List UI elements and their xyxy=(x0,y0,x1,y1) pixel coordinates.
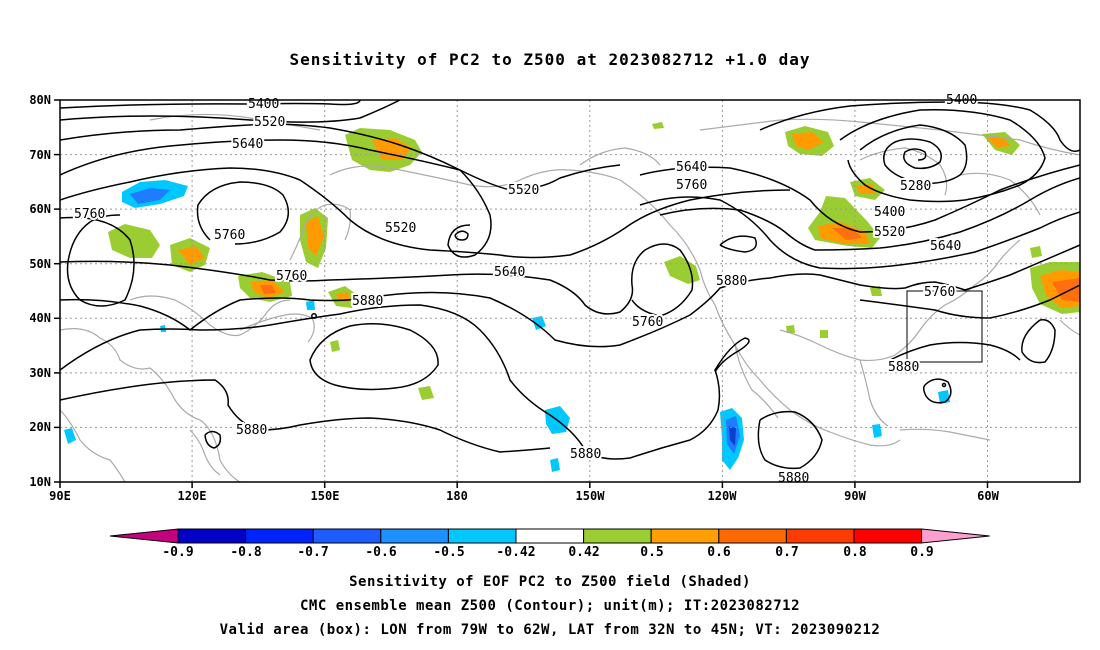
colorbar-segment xyxy=(718,528,787,544)
contour-label: 5760 xyxy=(676,178,707,193)
contour-label: 5880 xyxy=(716,274,747,289)
colorbar-label: -0.6 xyxy=(365,545,396,560)
caption-contour: CMC ensemble mean Z500 (Contour); unit(m… xyxy=(299,598,800,614)
contour-label: 5760 xyxy=(74,207,105,222)
lat-tick-label: 40N xyxy=(29,311,51,325)
contour-label: 5280 xyxy=(900,179,931,194)
contour-label: 5880 xyxy=(236,423,267,438)
lat-tick-label: 50N xyxy=(29,257,51,271)
colorbar-segment xyxy=(447,528,517,544)
lat-tick-label: 20N xyxy=(29,420,51,434)
contour-label: 5760 xyxy=(276,269,307,284)
contour-label: 5760 xyxy=(632,315,663,330)
lon-tick-label: 60W xyxy=(977,489,999,503)
lon-tick-label: 90W xyxy=(844,489,866,503)
lat-tick-label: 70N xyxy=(29,148,51,162)
lon-tick-label: 150W xyxy=(576,489,606,503)
valid-area-box xyxy=(906,290,983,363)
colorbar-segment xyxy=(515,528,585,544)
contour-label: 5880 xyxy=(352,294,383,309)
coastlines xyxy=(60,113,1080,482)
axis-ticks xyxy=(54,99,989,488)
colorbar-label: -0.42 xyxy=(496,545,535,560)
contour-label: 5880 xyxy=(570,447,601,462)
colorbar-label: -0.7 xyxy=(297,545,328,560)
positive-shading xyxy=(108,122,1080,400)
lat-tick-label: 10N xyxy=(29,475,51,489)
contour-labels: 5400 5520 5640 5760 5520 5520 5640 5760 … xyxy=(72,91,979,488)
contour-label: 5640 xyxy=(494,265,525,280)
lon-tick-label: 150E xyxy=(311,489,340,503)
colorbar-labels: -0.9 -0.8 -0.7 -0.6 -0.5 -0.42 0.42 0.5 … xyxy=(162,545,933,560)
colorbar-segment xyxy=(785,528,855,544)
colorbar-segment xyxy=(312,528,382,544)
colorbar-label: -0.9 xyxy=(162,545,193,560)
contour-label: 5640 xyxy=(930,239,961,254)
contour-label: 5520 xyxy=(385,221,416,236)
lon-tick-label: 120E xyxy=(178,489,207,503)
map-title: Sensitivity of PC2 to Z500 at 2023082712… xyxy=(289,50,811,69)
colorbar-label: 0.6 xyxy=(707,545,731,560)
contour-label: 5760 xyxy=(924,285,955,300)
colorbar-label: 0.42 xyxy=(568,545,599,560)
colorbar xyxy=(109,528,990,544)
longitude-axis: 90E 120E 150E 180 150W 120W 90W 60W xyxy=(49,489,999,503)
colorbar-label: 0.8 xyxy=(843,545,867,560)
contour-label: 5520 xyxy=(254,115,285,130)
colorbar-label: 0.5 xyxy=(640,545,663,560)
contour-label: 5640 xyxy=(676,160,707,175)
lon-tick-label: 180 xyxy=(446,489,468,503)
grid-lines xyxy=(60,100,1080,482)
lat-tick-label: 60N xyxy=(29,202,51,216)
lon-tick-label: 90E xyxy=(49,489,71,503)
colorbar-arrow-left xyxy=(109,528,179,544)
contour-label: 5880 xyxy=(888,360,919,375)
lat-tick-label: 30N xyxy=(29,366,51,380)
colorbar-label: -0.5 xyxy=(433,545,464,560)
lat-tick-label: 80N xyxy=(29,93,51,107)
colorbar-label: 0.9 xyxy=(910,545,933,560)
shading-layer xyxy=(64,122,1080,472)
colorbar-label: -0.8 xyxy=(230,545,261,560)
colorbar-segment xyxy=(177,528,247,544)
lon-tick-label: 120W xyxy=(708,489,738,503)
colorbar-segment xyxy=(650,528,720,544)
colorbar-segment xyxy=(583,528,652,544)
plot-frame xyxy=(59,99,1081,483)
colorbar-segment xyxy=(853,528,923,544)
latitude-axis: 80N 70N 60N 50N 40N 30N 20N 10N xyxy=(29,93,51,489)
contour-label: 5760 xyxy=(214,228,245,243)
colorbar-arrow-right xyxy=(921,528,990,544)
colorbar-segment xyxy=(245,528,314,544)
colorbar-label: 0.7 xyxy=(775,545,798,560)
contour-label: 5640 xyxy=(232,137,263,152)
contour-label: 5520 xyxy=(874,225,905,240)
contour-label: 5400 xyxy=(874,205,905,220)
z500-contours xyxy=(60,100,1080,470)
contour-label: 5880 xyxy=(778,471,809,486)
caption-valid-area: Valid area (box): LON from 79W to 62W, L… xyxy=(219,622,881,638)
colorbar-segment xyxy=(380,528,449,544)
caption-shading: Sensitivity of EOF PC2 to Z500 field (Sh… xyxy=(349,574,751,590)
contour-label: 5520 xyxy=(508,183,539,198)
